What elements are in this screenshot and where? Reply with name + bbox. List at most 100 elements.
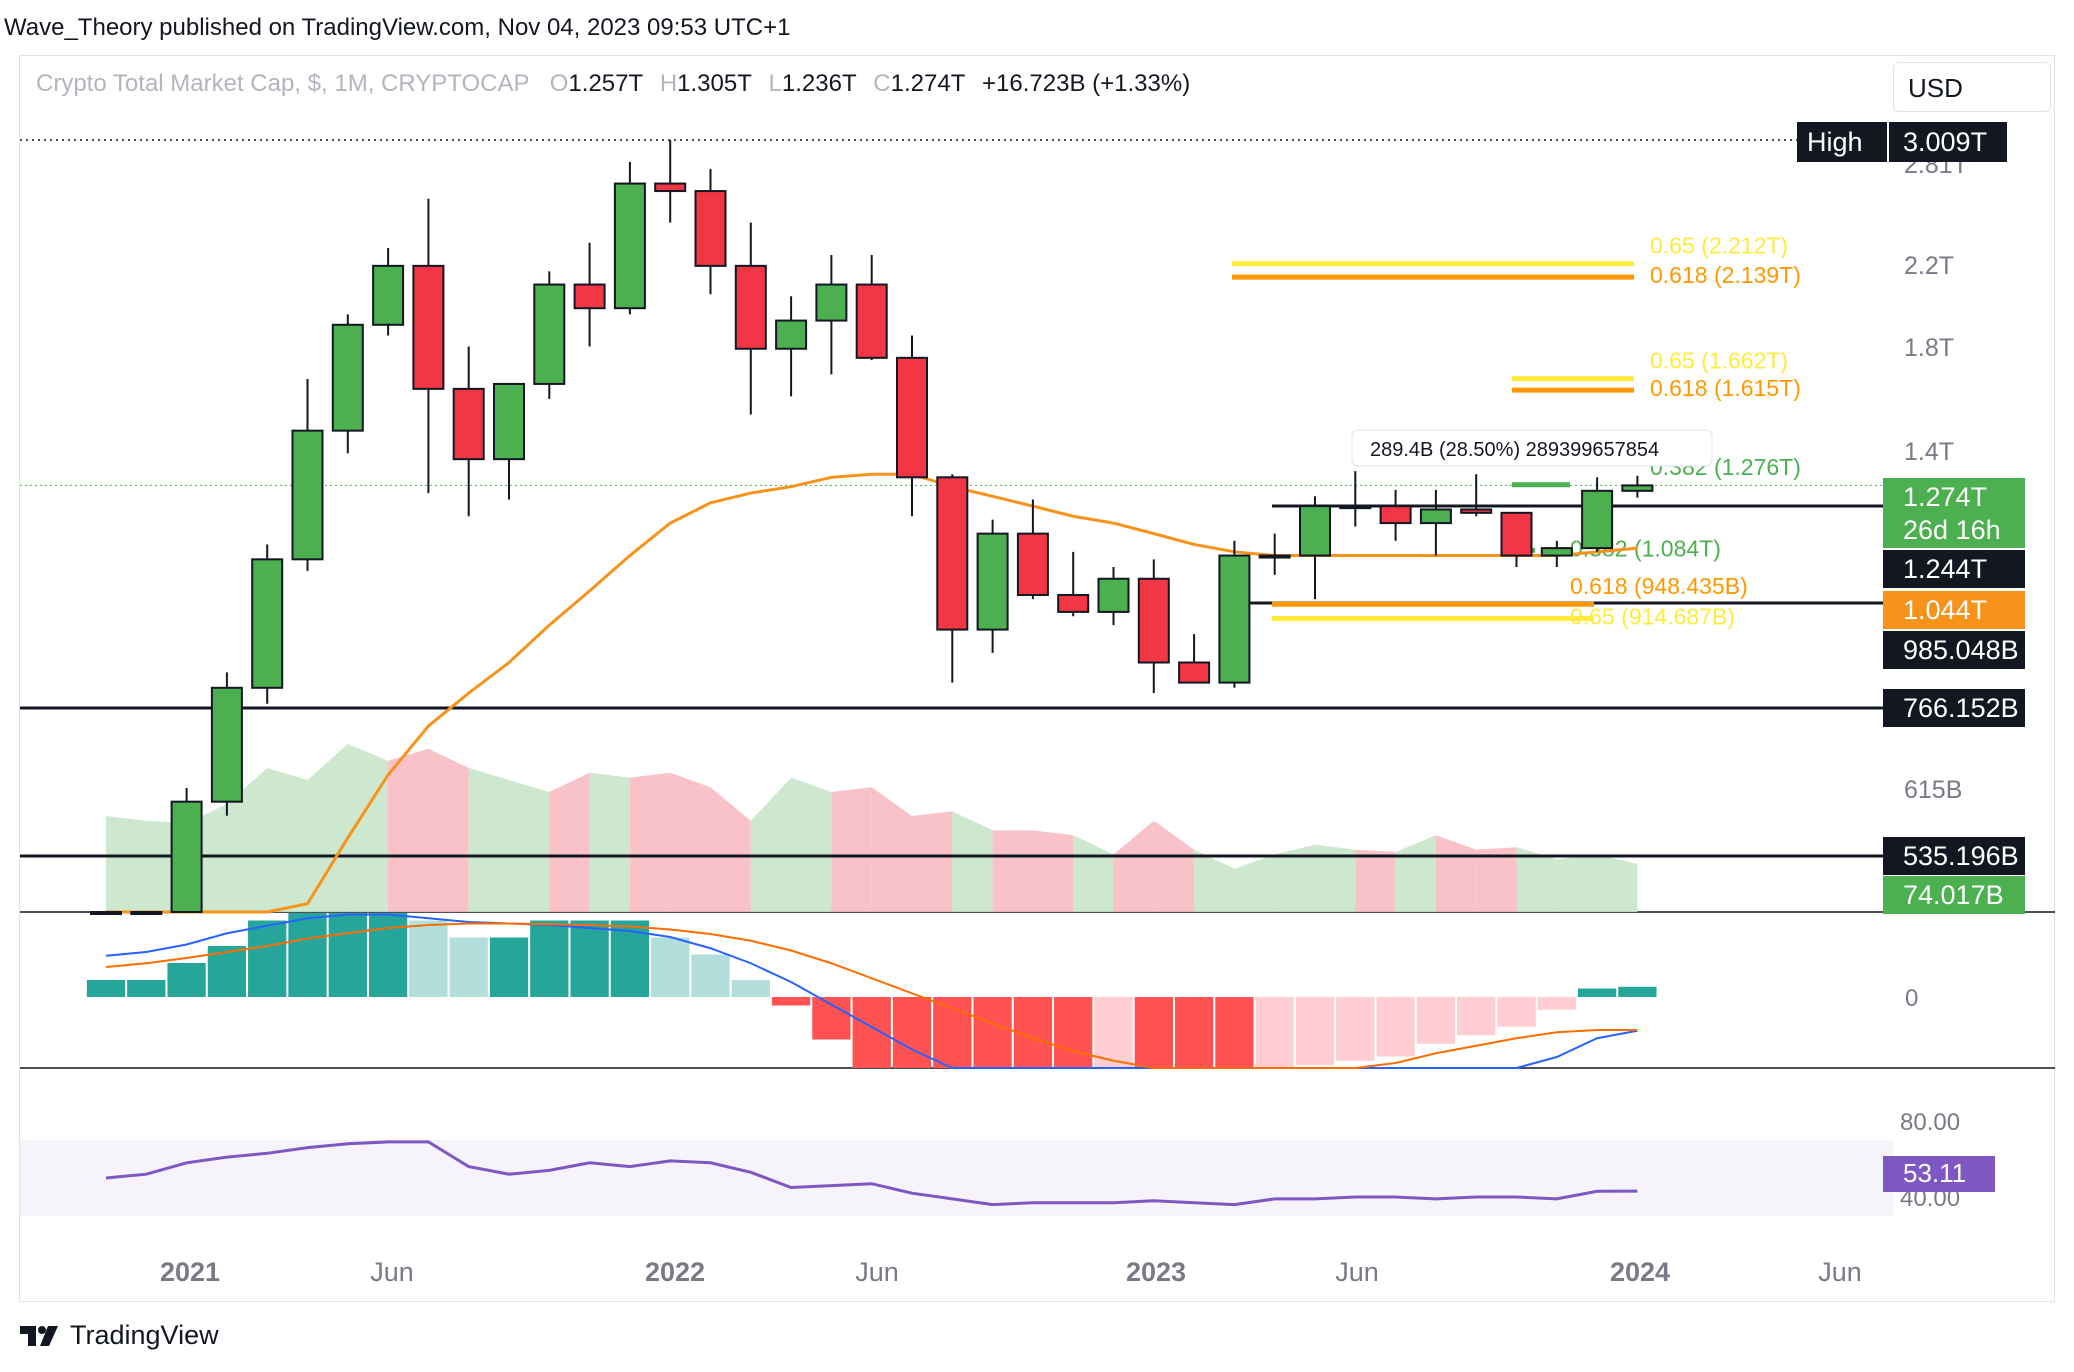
price-tag xyxy=(1883,550,2025,588)
volume-area xyxy=(1516,847,1557,912)
candle-body xyxy=(694,190,727,267)
price-tag-sub: 26d 16h xyxy=(1903,515,2001,545)
candle-body xyxy=(1258,554,1291,559)
candle-body xyxy=(251,558,284,689)
volume-area xyxy=(791,777,832,912)
fib-level-label: 0.618 (1.615T) xyxy=(1650,375,1801,401)
price-tag-text: 74.017B xyxy=(1903,880,2004,910)
candle-body xyxy=(1581,489,1614,550)
candle-body xyxy=(452,387,485,461)
rsi-line xyxy=(105,1140,1638,1207)
candle-body xyxy=(1137,577,1170,664)
change-value: +16.723B (+1.33%) xyxy=(982,70,1191,97)
volume-area xyxy=(428,748,469,912)
candle-body xyxy=(1097,577,1130,613)
candle-body xyxy=(130,911,163,915)
symbol-legend: Crypto Total Market Cap, $, 1M, CRYPTOCA… xyxy=(36,70,1200,98)
candle-body xyxy=(815,283,848,322)
low-key: L xyxy=(768,70,782,97)
macd-histogram-bar xyxy=(731,980,770,997)
candle-body xyxy=(170,800,203,914)
volume-area xyxy=(1355,849,1396,912)
candle-body xyxy=(573,283,606,310)
time-axis-label: 2024 xyxy=(1610,1257,1670,1287)
macd-histogram-bar xyxy=(691,954,730,997)
macd-histogram-bar xyxy=(1497,997,1536,1027)
candle-body xyxy=(533,283,566,385)
macd-histogram-bar xyxy=(1094,997,1133,1068)
volume-area xyxy=(1476,847,1517,912)
measure-label: 289.4B (28.50%) 289399657854 xyxy=(1370,439,1659,461)
macd-histogram-bar xyxy=(570,920,609,997)
macd-histogram-bar xyxy=(248,920,287,997)
macd-histogram-bar xyxy=(892,997,932,1068)
publisher-line: Wave_Theory published on TradingView.com… xyxy=(4,14,791,41)
macd-histogram-bar xyxy=(651,937,690,997)
macd-histogram-bar xyxy=(1416,997,1456,1044)
candle-body xyxy=(734,264,767,350)
candle-body xyxy=(1299,505,1331,557)
tradingview-logo-icon[interactable] xyxy=(20,1324,60,1348)
volume-area xyxy=(549,772,590,912)
price-tag-text: 985.048B xyxy=(1903,635,2019,665)
volume-area xyxy=(871,787,912,912)
candle-body xyxy=(1540,547,1573,557)
macd-histogram-bar xyxy=(86,980,126,997)
volume-area xyxy=(1597,854,1638,912)
candle-body xyxy=(1218,554,1251,684)
macd-histogram-bar xyxy=(1537,997,1576,1010)
candle-body xyxy=(372,264,405,326)
candle-body xyxy=(1419,508,1452,525)
price-tag xyxy=(1883,876,2025,914)
macd-signal-line xyxy=(105,922,1638,1069)
macd-histogram-bar xyxy=(1336,997,1375,1061)
price-axis-label: 1.8T xyxy=(1904,334,1954,362)
volume-area xyxy=(226,768,268,912)
fib-level-label: 0.618 (2.139T) xyxy=(1650,262,1801,288)
rsi-level-label: 80.00 xyxy=(1900,1109,1960,1136)
price-tag-text: 1.244T xyxy=(1903,554,1987,584)
volume-area xyxy=(1194,849,1235,912)
high-value: 1.305T xyxy=(677,70,752,97)
open-value: 1.257T xyxy=(568,70,644,97)
volume-area xyxy=(347,744,389,912)
price-tag-text: High xyxy=(1807,127,1863,157)
time-axis-label: 2023 xyxy=(1126,1257,1186,1287)
macd-histogram-bar xyxy=(973,997,1012,1068)
price-tag-text: 766.152B xyxy=(1903,693,2019,723)
footer-brand[interactable]: TradingView xyxy=(70,1320,219,1350)
price-tag xyxy=(1797,122,1887,162)
volume-area xyxy=(267,768,308,912)
volume-area xyxy=(1435,835,1477,912)
volume-area xyxy=(388,748,429,912)
macd-histogram-bar xyxy=(368,913,408,997)
candle-body xyxy=(613,182,646,310)
price-axis-label: 615B xyxy=(1904,776,1962,804)
ema-line xyxy=(106,472,1638,914)
volume-area xyxy=(1153,820,1195,912)
volume-area xyxy=(1315,844,1356,912)
price-tag-value: 3.009T xyxy=(1903,127,1987,157)
candle-body xyxy=(1057,593,1090,613)
macd-histogram-bar xyxy=(1215,997,1254,1068)
volume-area xyxy=(1113,820,1154,912)
macd-histogram-bar xyxy=(449,937,488,997)
macd-zero-label: 0 xyxy=(1905,985,1918,1012)
currency-selector[interactable]: USD xyxy=(1893,62,2051,112)
price-tag xyxy=(1883,591,2025,629)
fib-level-label: 0.65 (2.212T) xyxy=(1650,233,1788,259)
footer: TradingView xyxy=(20,1320,219,1351)
volume-area xyxy=(1395,835,1436,912)
macd-histogram-bar xyxy=(1295,997,1335,1065)
candle-body xyxy=(291,429,324,561)
candle-body xyxy=(855,283,888,359)
macd-line xyxy=(105,913,1638,1069)
price-axis-label: 2.2T xyxy=(1904,252,1954,280)
volume-area xyxy=(831,787,872,912)
symbol-name[interactable]: Crypto Total Market Cap, $, 1M, CRYPTOCA… xyxy=(36,70,530,97)
time-axis-label: Jun xyxy=(370,1257,414,1287)
candle-body xyxy=(775,319,808,350)
time-axis-label: Jun xyxy=(1335,1257,1379,1287)
candle-body xyxy=(654,182,687,193)
